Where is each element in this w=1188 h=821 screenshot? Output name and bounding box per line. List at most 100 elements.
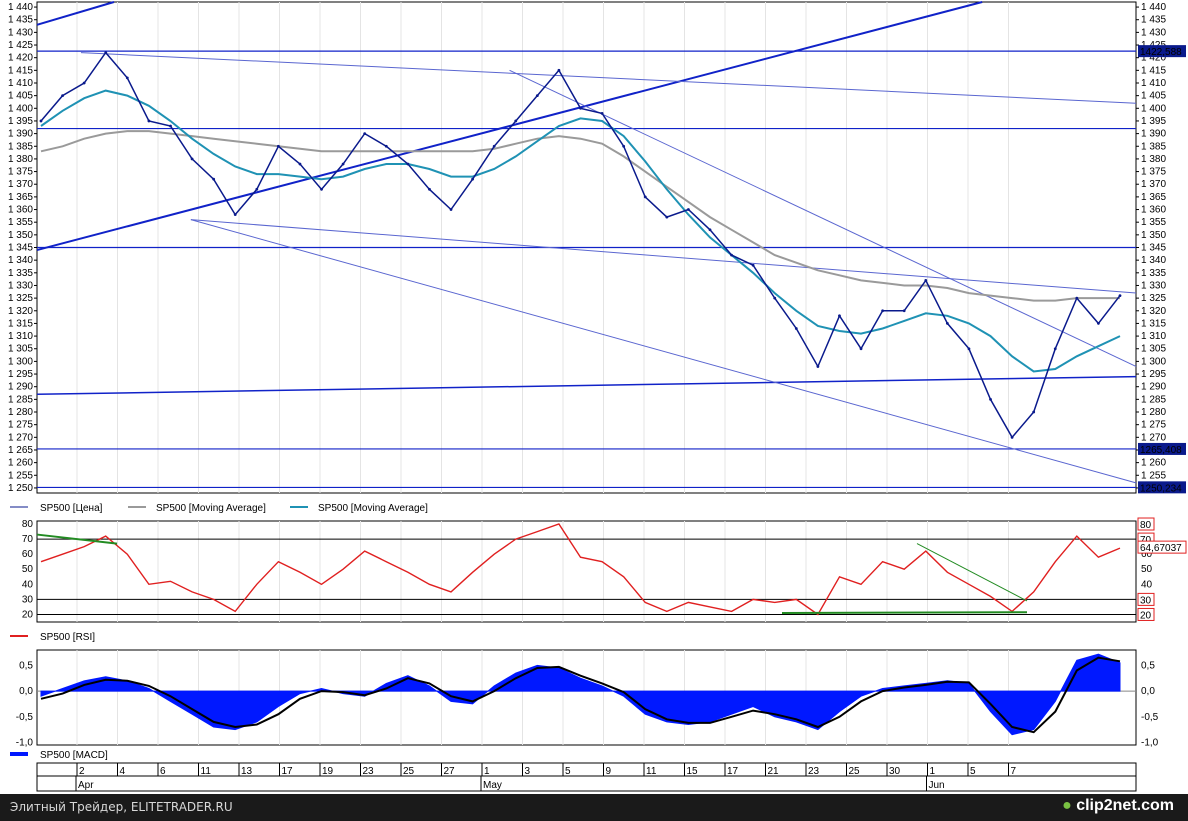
x-day-label: 27 bbox=[444, 766, 456, 777]
price-point bbox=[428, 187, 431, 191]
x-day-label: 9 bbox=[606, 766, 612, 777]
x-day-label: 17 bbox=[727, 766, 739, 777]
trendline bbox=[190, 219, 1137, 294]
x-day-label: 1 bbox=[484, 766, 490, 777]
macd-tick-label-right: 0,5 bbox=[1141, 660, 1155, 671]
price-tick-label-right: 1 360 bbox=[1141, 205, 1166, 216]
price-point bbox=[363, 132, 367, 136]
price-tick-label-right: 1 380 bbox=[1141, 154, 1166, 165]
macd-tick-label-left: -1,0 bbox=[16, 737, 34, 748]
price-tick-label-right: 1 355 bbox=[1141, 217, 1166, 228]
price-tick-label-right: 1 305 bbox=[1141, 344, 1166, 355]
price-tick-label-right: 1 395 bbox=[1141, 116, 1166, 127]
x-day-label: 19 bbox=[322, 766, 334, 777]
trendline bbox=[36, 1, 115, 26]
price-point bbox=[902, 309, 906, 313]
x-axis-frame bbox=[36, 762, 1137, 792]
price-tick-label-right: 1 430 bbox=[1141, 27, 1166, 38]
price-tick-label-right: 1 365 bbox=[1141, 192, 1166, 203]
price-point bbox=[514, 119, 518, 123]
price-tick-label-right: 1 335 bbox=[1141, 268, 1166, 279]
clip2net-logo[interactable]: ● clip2net.com bbox=[1062, 797, 1174, 815]
legend-price-label: SP500 [Цена] bbox=[40, 503, 103, 514]
price-point bbox=[881, 309, 885, 313]
x-day-label: 23 bbox=[808, 766, 820, 777]
price-tick-label-left: 1 375 bbox=[8, 167, 33, 178]
price-point bbox=[492, 144, 496, 148]
x-day-label: 3 bbox=[525, 766, 531, 777]
price-tick-label-right: 1 370 bbox=[1141, 179, 1166, 190]
price-point bbox=[212, 177, 216, 181]
rsi-trendline bbox=[781, 611, 1028, 614]
price-point bbox=[859, 347, 863, 351]
price-point bbox=[449, 208, 453, 211]
price-point bbox=[39, 119, 43, 123]
price-tick-label-left: 1 325 bbox=[8, 293, 33, 304]
x-day-label: 13 bbox=[241, 766, 253, 777]
price-label-box bbox=[1138, 45, 1186, 58]
x-day-label: 7 bbox=[1011, 766, 1017, 777]
rsi-current-text: 64,67037 bbox=[1140, 543, 1182, 554]
logo-mark-icon: ● bbox=[1062, 797, 1072, 814]
rsi-line bbox=[40, 523, 1121, 616]
price-point bbox=[1010, 435, 1014, 439]
price-tick-label-left: 1 310 bbox=[8, 331, 33, 342]
trendline bbox=[509, 69, 1137, 367]
price-point bbox=[989, 397, 992, 401]
trendline bbox=[190, 219, 1137, 484]
price-point bbox=[320, 187, 323, 191]
price-point bbox=[169, 124, 172, 128]
rsi-level-text: 80 bbox=[1140, 520, 1152, 531]
price-tick-label-right: 1 440 bbox=[1141, 2, 1166, 13]
price-tick-label-left: 1 270 bbox=[8, 432, 33, 443]
price-tick-label-right: 1 435 bbox=[1141, 15, 1166, 26]
price-tick-label-right: 1 325 bbox=[1141, 293, 1166, 304]
price-tick-label-right: 1 405 bbox=[1141, 91, 1166, 102]
price-point bbox=[730, 253, 733, 257]
price-point bbox=[665, 215, 669, 219]
price-tick-label-right: 1 400 bbox=[1141, 103, 1166, 114]
rsi-level-text: 70 bbox=[1140, 535, 1152, 546]
price-tick-label-left: 1 440 bbox=[8, 2, 33, 13]
price-tick-label-right: 1 310 bbox=[1141, 331, 1166, 342]
price-tick-label-right: 1 340 bbox=[1141, 255, 1166, 266]
price-tick-label-right: 1 420 bbox=[1141, 53, 1166, 64]
price-tick-label-right: 1 270 bbox=[1141, 432, 1166, 443]
x-day-label: 21 bbox=[768, 766, 780, 777]
x-day-label: 4 bbox=[120, 766, 126, 777]
price-point bbox=[255, 187, 259, 191]
rsi-tick-label-left: 20 bbox=[22, 609, 34, 620]
x-day-label: 1 bbox=[930, 766, 936, 777]
price-tick-label-right: 1 260 bbox=[1141, 458, 1166, 469]
rsi-current-box bbox=[1137, 540, 1187, 554]
price-tick-label-left: 1 305 bbox=[8, 344, 33, 355]
price-point bbox=[838, 314, 841, 318]
rsi-tick-label-left: 80 bbox=[22, 519, 34, 530]
price-tick-label-left: 1 390 bbox=[8, 129, 33, 140]
price-point bbox=[1075, 296, 1079, 300]
price-tick-label-right: 1 275 bbox=[1141, 420, 1166, 431]
rsi-tick-label-right: 50 bbox=[1141, 564, 1153, 575]
price-point bbox=[147, 119, 151, 123]
x-day-label: 23 bbox=[363, 766, 375, 777]
macd-tick-label-right: -0,5 bbox=[1141, 712, 1159, 723]
trendline bbox=[80, 52, 1137, 104]
macd-tick-label-left: 0,5 bbox=[19, 660, 33, 671]
price-tick-label-left: 1 420 bbox=[8, 53, 33, 64]
price-point bbox=[773, 296, 777, 300]
price-point bbox=[622, 144, 626, 148]
price-tick-label-left: 1 345 bbox=[8, 243, 33, 254]
rsi-tick-label-right: 40 bbox=[1141, 579, 1153, 590]
legend-ma-short-label: SP500 [Moving Average] bbox=[318, 503, 428, 514]
price-series-2 bbox=[40, 89, 1121, 373]
price-point bbox=[751, 263, 755, 267]
price-point bbox=[816, 365, 820, 368]
price-point bbox=[384, 144, 388, 148]
x-month-label: Jun bbox=[929, 780, 945, 791]
price-point bbox=[1097, 322, 1100, 325]
panel-frame-macd bbox=[36, 649, 1137, 746]
price-tick-label-right: 1 280 bbox=[1141, 407, 1166, 418]
x-day-label: 6 bbox=[160, 766, 166, 777]
price-tick-label-left: 1 430 bbox=[8, 27, 33, 38]
